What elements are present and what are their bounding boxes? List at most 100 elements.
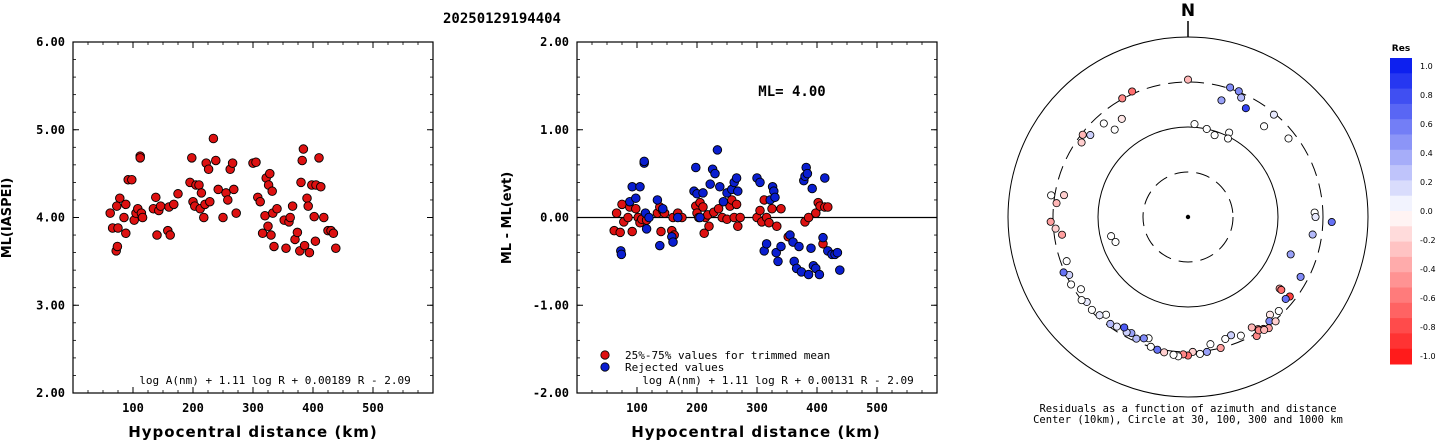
data-point [771, 247, 781, 258]
colorbar-tick-label: -0.8 [1420, 323, 1436, 332]
data-point [773, 256, 783, 267]
data-point [255, 196, 265, 207]
station-point [1106, 319, 1115, 328]
station-point [1160, 348, 1169, 357]
legend-label-trimmed: 25%-75% values for trimmed mean [625, 349, 830, 362]
colorbar-cell [1390, 195, 1412, 212]
data-point [121, 199, 131, 210]
ring-30km [1142, 171, 1234, 263]
station-point [1216, 343, 1225, 352]
left-y-axis-label: ML(IASPEI) [0, 178, 15, 259]
station-point [1139, 334, 1148, 343]
data-point [835, 265, 845, 275]
colorbar-cell [1390, 287, 1412, 304]
data-point [331, 243, 341, 253]
colorbar-tick-labels: 1.0 0.8 0.6 0.4 0.2 0.0 -0.2 -0.4 -0.6 -0.8 -1.0 [1420, 62, 1436, 361]
data-point [616, 249, 627, 260]
station-point [1051, 224, 1060, 233]
station-point [1120, 323, 1129, 332]
middle-x-axis-label: Hypocentral distance (km) [631, 423, 881, 441]
station-point [1107, 232, 1116, 241]
data-point [310, 236, 321, 246]
data-point [187, 153, 197, 163]
station-point [1077, 296, 1086, 305]
data-point [205, 196, 215, 207]
station-point [1118, 94, 1127, 103]
data-point [641, 224, 652, 234]
station-point [1281, 294, 1290, 303]
data-point [314, 153, 324, 163]
data-point [119, 212, 129, 223]
y-tick-label: -1.00 [533, 298, 569, 312]
station-point [1060, 191, 1069, 200]
station-point [1195, 349, 1204, 358]
data-point [298, 144, 309, 154]
data-point [644, 212, 654, 223]
station-point [1277, 285, 1286, 294]
data-point [794, 241, 804, 252]
data-point [713, 203, 724, 214]
data-point [705, 179, 715, 189]
colorbar-tick-label: 0.6 [1420, 120, 1433, 129]
x-tick-label: 200 [182, 401, 204, 415]
data-point [731, 199, 742, 210]
colorbar-cell [1390, 272, 1412, 288]
data-point [803, 269, 814, 280]
data-point [267, 186, 277, 196]
data-point [776, 203, 786, 214]
data-point [623, 212, 633, 223]
data-point [121, 228, 131, 239]
data-point [807, 183, 817, 194]
data-point [802, 168, 813, 179]
data-point [194, 180, 204, 190]
colorbar-cell [1390, 211, 1412, 227]
colorbar-cells [1390, 58, 1412, 365]
data-point [113, 223, 123, 233]
middle-y-axis: -2.00 -1.00 0.00 1.00 2.00 [533, 35, 937, 400]
colorbar-tick-label: 0.4 [1420, 149, 1433, 158]
left-formula: log A(nm) + 1.11 log R + 0.00189 R - 2.0… [139, 374, 411, 387]
station-point [1269, 110, 1278, 119]
colorbar-tick-label: 0.8 [1420, 91, 1433, 100]
data-point [818, 232, 828, 243]
data-point [319, 212, 329, 223]
left-x-axis: 100 200 300 400 500 [72, 42, 434, 415]
y-tick-label: 2.00 [540, 35, 569, 49]
data-point [223, 195, 233, 205]
station-point [1099, 119, 1108, 128]
data-point [229, 184, 239, 195]
station-point [1221, 334, 1230, 343]
data-point [231, 208, 241, 218]
y-tick-label: -2.00 [533, 386, 569, 400]
data-point [213, 184, 223, 195]
data-point [639, 156, 649, 167]
station-point [1077, 138, 1086, 147]
data-point [811, 208, 821, 218]
station-point [1223, 134, 1232, 143]
station-point [1236, 331, 1245, 340]
data-point [211, 155, 221, 166]
data-point [297, 155, 307, 166]
station-point [1247, 323, 1256, 332]
x-tick-label: 500 [362, 401, 384, 415]
data-point [287, 201, 298, 211]
colorbar-cell [1390, 58, 1412, 74]
station-point [1052, 199, 1061, 208]
data-point [755, 177, 765, 188]
station-point [1286, 250, 1295, 259]
colorbar-tick-label: 0.2 [1420, 178, 1433, 187]
data-point [196, 188, 207, 198]
data-point [165, 230, 175, 240]
data-point [803, 212, 814, 223]
legend-label-rejected: Rejected values [625, 361, 724, 374]
station-point [1111, 237, 1120, 246]
left-y-axis: 2.00 3.00 4.00 5.00 6.00 [36, 35, 433, 400]
data-point [731, 173, 742, 183]
data-point [704, 221, 714, 232]
data-point [668, 237, 678, 247]
left-chart: 2.00 3.00 4.00 5.00 6.00 100 200 300 400 500 log… [0, 35, 434, 441]
middle-legend: 25%-75% values for trimmed mean Rejected… [600, 349, 830, 374]
data-point [137, 212, 148, 223]
x-tick-label: 200 [686, 401, 708, 415]
data-point [135, 153, 145, 163]
